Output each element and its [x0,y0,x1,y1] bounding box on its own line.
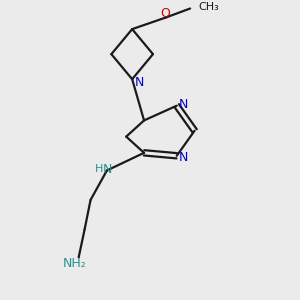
Text: N: N [178,98,188,111]
Text: CH₃: CH₃ [198,2,219,12]
Text: N: N [135,76,144,88]
Text: NH₂: NH₂ [62,257,86,270]
Text: O: O [160,7,170,20]
Text: N: N [178,151,188,164]
Text: H: H [94,164,103,174]
Text: N: N [103,163,112,176]
